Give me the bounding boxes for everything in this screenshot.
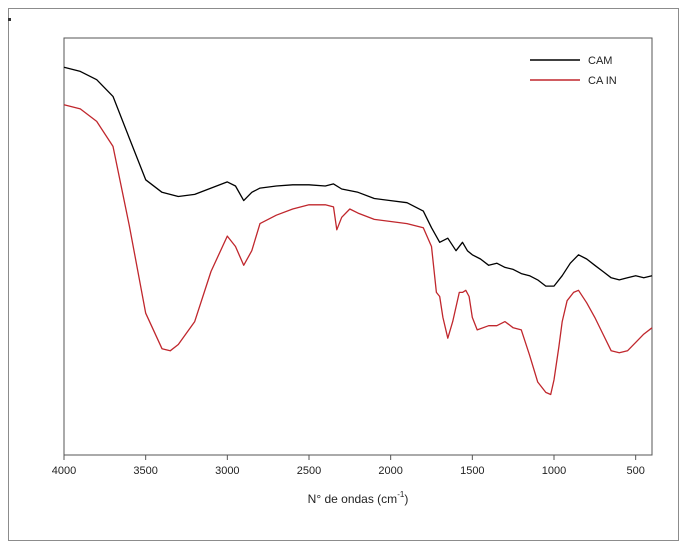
x-tick-label: 4000 (52, 465, 76, 477)
x-axis-title-superscript: -1 (397, 490, 405, 499)
x-axis-ticks (63, 455, 637, 460)
x-axis-title: N° de ondas (cm-1) (308, 490, 409, 506)
legend: CAM CA IN (530, 55, 617, 87)
series-lines (63, 66, 653, 396)
series-line-ca-in (63, 104, 653, 396)
series-line-cam (63, 66, 653, 287)
x-axis-title-suffix: ) (404, 492, 408, 506)
stray-mark (8, 18, 11, 21)
x-tick-label: 3500 (133, 465, 157, 477)
x-axis-title-main: N° de ondas (cm (308, 492, 398, 506)
x-tick-label: 3000 (215, 465, 239, 477)
x-tick-label: 2000 (378, 465, 402, 477)
x-tick-label: 1000 (542, 465, 566, 477)
legend-label: CA IN (588, 75, 617, 87)
legend-label: CAM (588, 55, 612, 67)
figure-frame (8, 8, 679, 541)
x-tick-label: 2500 (297, 465, 321, 477)
x-tick-label: 500 (626, 465, 644, 477)
x-axis-tick-labels: 4000 3500 3000 2500 2000 1500 1000 500 (52, 465, 645, 477)
x-tick-label: 1500 (460, 465, 484, 477)
plot-area (63, 37, 653, 456)
